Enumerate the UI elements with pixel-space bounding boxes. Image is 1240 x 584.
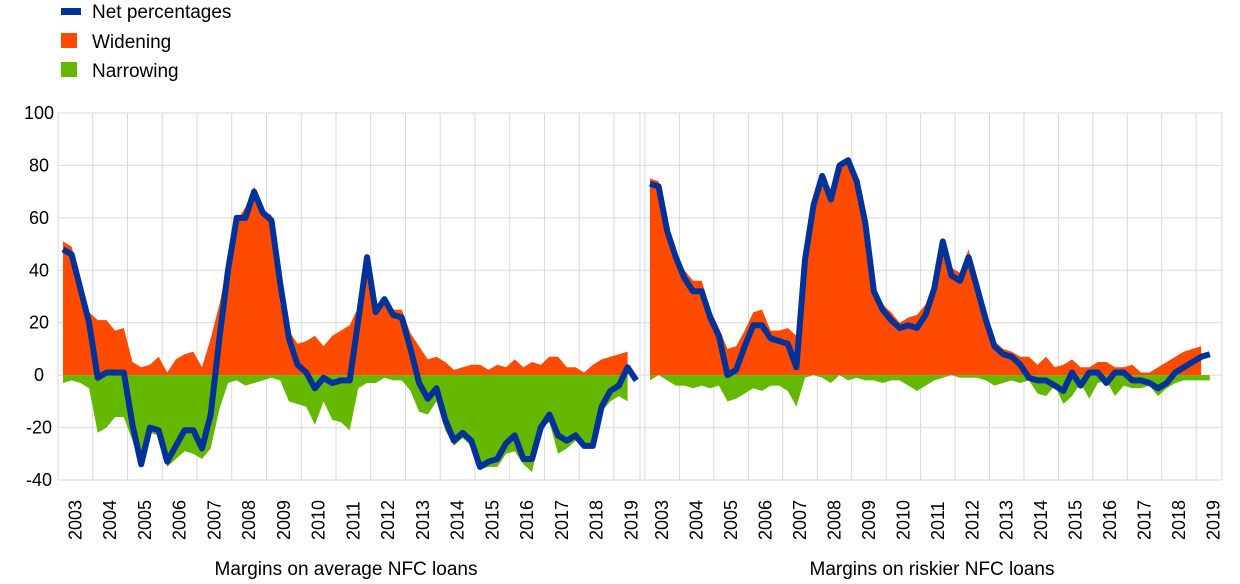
x-tick-label: 2012 — [378, 500, 398, 540]
legend-item-widening: Widening — [61, 32, 171, 53]
y-tick-label: 0 — [34, 365, 44, 385]
series-widening-area — [63, 186, 628, 376]
legend-swatch-widening — [61, 33, 77, 48]
x-tick-label: 2016 — [517, 500, 537, 540]
y-tick-label: -40 — [26, 470, 52, 490]
legend-item-net: Net percentages — [61, 2, 231, 23]
x-tick-label: 2011 — [928, 501, 948, 540]
y-tick-label: 80 — [29, 155, 49, 175]
y-axis: -40 -20 0 20 40 60 80 100 — [24, 103, 54, 490]
x-tick-label: 2009 — [274, 500, 294, 540]
x-tick-label: 2015 — [482, 500, 502, 540]
x-tick-label: 2017 — [552, 500, 572, 540]
x-tick-label: 2009 — [859, 500, 879, 540]
x-tick-label: 2014 — [1031, 500, 1051, 540]
panel-riskier-nfc-loans: 2003 2004 2005 2006 2007 2008 2009 2010 2011 2012… — [649, 157, 1223, 540]
panel-title-average: Margins on average NFC loans — [215, 559, 478, 580]
x-tick-label: 2013 — [413, 500, 433, 540]
legend-swatch-narrowing — [61, 62, 77, 77]
y-tick-label: 20 — [29, 313, 49, 333]
legend-label-net: Net percentages — [92, 2, 231, 23]
y-tick-label: 100 — [24, 103, 54, 123]
legend-swatch-net — [61, 8, 81, 15]
x-tick-label: 2014 — [448, 500, 468, 540]
x-tick-label: 2018 — [587, 500, 607, 540]
x-tick-label: 2015 — [1066, 500, 1086, 540]
legend-label-widening: Widening — [92, 32, 171, 53]
x-tick-label: 2019 — [621, 500, 641, 540]
x-tick-label: 2010 — [309, 500, 329, 540]
legend-item-narrowing: Narrowing — [61, 61, 179, 82]
x-tick-label: 2003 — [652, 500, 672, 540]
y-tick-label: 40 — [29, 260, 49, 280]
series-net-line — [649, 157, 1211, 394]
x-tick-label: 2008 — [239, 500, 259, 540]
x-tick-label: 2005 — [135, 500, 155, 540]
panel-title-riskier: Margins on riskier NFC loans — [810, 559, 1055, 580]
x-tick-label: 2013 — [997, 500, 1017, 540]
x-tick-label: 2006 — [170, 500, 190, 540]
x-tick-label: 2005 — [721, 500, 741, 540]
panel-average-nfc-loans: 2003 2004 2005 2006 2007 2008 2009 2010 2011 2012… — [61, 186, 641, 540]
x-tick-label: 2019 — [1203, 500, 1223, 540]
x-tick-label: 2006 — [756, 500, 776, 540]
legend: Net percentages Widening Narrowing — [61, 2, 231, 82]
series-widening-area — [650, 157, 1202, 376]
x-tick-label: 2011 — [343, 501, 363, 540]
x-tick-label: 2016 — [1100, 500, 1120, 540]
series-narrowing-area — [650, 375, 1210, 407]
x-tick-label: 2007 — [790, 500, 810, 540]
series-net-line — [61, 188, 639, 470]
x-tick-label: 2003 — [65, 500, 85, 540]
x-tick-label: 2004 — [100, 500, 120, 540]
x-tick-label: 2017 — [1134, 500, 1154, 540]
x-tick-label: 2004 — [687, 500, 707, 540]
x-tick-label: 2007 — [204, 500, 224, 540]
legend-label-narrowing: Narrowing — [92, 61, 179, 82]
x-tick-label: 2018 — [1169, 500, 1189, 540]
y-tick-label: 60 — [29, 208, 49, 228]
x-tick-label: 2012 — [962, 500, 982, 540]
y-tick-label: -20 — [26, 418, 52, 438]
x-tick-label: 2010 — [893, 500, 913, 540]
x-tick-label: 2008 — [824, 500, 844, 540]
